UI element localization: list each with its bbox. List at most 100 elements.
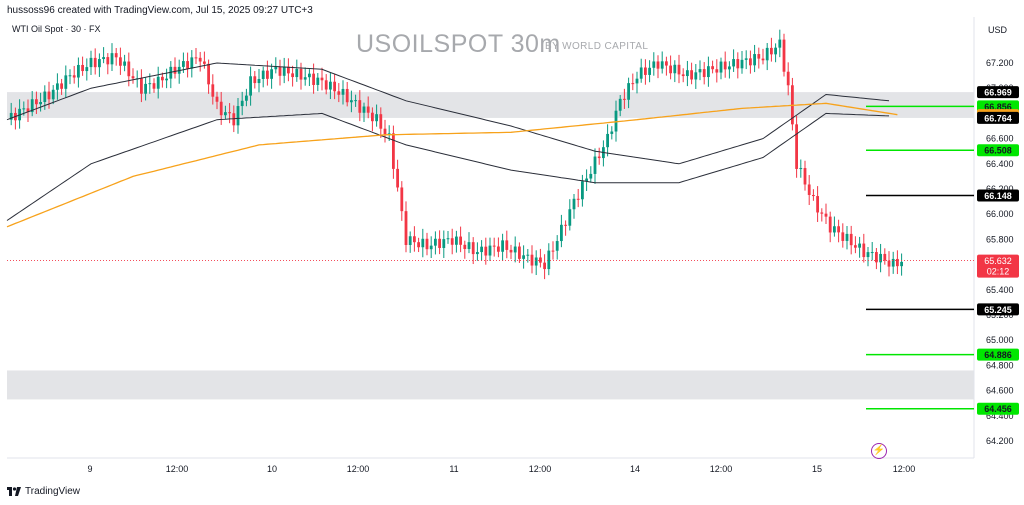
level-price-tag: 66.508 (977, 144, 1019, 157)
candle (652, 52, 656, 76)
candle (723, 51, 727, 78)
candle (471, 237, 475, 265)
candle (463, 240, 467, 259)
candle (173, 57, 177, 79)
y-tick-label: 65.800 (986, 234, 1014, 244)
candle (686, 60, 689, 87)
candle (740, 50, 744, 74)
candle (492, 237, 496, 257)
moving-average-line (6, 102, 898, 228)
candle (312, 63, 315, 94)
candle (60, 78, 63, 95)
candle (526, 248, 530, 263)
candle (152, 78, 156, 93)
candle (753, 44, 756, 73)
y-tick-label: 66.400 (986, 159, 1014, 169)
candle (476, 242, 479, 261)
candle (123, 54, 126, 72)
candle (9, 102, 13, 126)
candle (585, 169, 588, 192)
level-price-tag: 66.148 (977, 189, 1019, 202)
candle (631, 73, 635, 91)
candle (194, 47, 198, 64)
candle (93, 48, 97, 75)
candle (681, 68, 685, 83)
candle (72, 65, 76, 84)
candle (488, 237, 492, 262)
candle (513, 236, 517, 263)
candle (429, 236, 433, 259)
level-price-tag: 64.886 (977, 348, 1019, 361)
candle (887, 251, 891, 277)
candle (467, 232, 471, 254)
candle (320, 67, 324, 91)
candle (791, 77, 794, 131)
candle (606, 124, 609, 157)
candle (786, 62, 790, 96)
candle (568, 199, 572, 231)
candle (81, 56, 84, 76)
candle (560, 214, 563, 248)
candle (744, 50, 748, 70)
candle (673, 60, 677, 83)
price-zone-1 (7, 370, 974, 400)
candle (257, 68, 261, 93)
candle (169, 61, 173, 89)
y-tick-label: 66.600 (986, 134, 1014, 144)
level-price-label: 66.764 (984, 113, 1012, 123)
y-tick-label: 64.400 (986, 411, 1014, 421)
candle (417, 237, 420, 253)
candle (837, 219, 840, 243)
candle (497, 237, 500, 258)
candle (795, 115, 798, 178)
candle (140, 69, 143, 103)
candle (350, 90, 353, 113)
candle (669, 55, 672, 80)
candle (459, 226, 462, 253)
lightning-bolt-icon[interactable]: ⚡ (871, 443, 887, 459)
candle (618, 94, 622, 117)
symbol-legend[interactable]: WTI Oil Spot · 30 · FX (12, 24, 101, 34)
candle (341, 80, 345, 105)
candle (555, 235, 559, 260)
candle (190, 50, 194, 78)
plot-area (9, 29, 903, 280)
candle (450, 228, 454, 255)
candle (602, 140, 605, 167)
candle (749, 50, 752, 74)
candle (438, 230, 441, 255)
candle (249, 66, 252, 106)
candle (845, 226, 849, 250)
candle (644, 59, 647, 85)
upper-band-line (6, 62, 890, 165)
candle (85, 58, 89, 81)
y-tick-label: 64.600 (986, 386, 1014, 396)
candle (106, 53, 110, 75)
candle (539, 248, 542, 268)
tradingview-brand[interactable]: TradingView (7, 486, 80, 497)
candle (110, 43, 114, 72)
candle (572, 193, 576, 219)
bar-countdown-label: 02:12 (987, 267, 1010, 277)
candle (165, 68, 168, 89)
candle (635, 71, 639, 94)
candle (883, 248, 887, 265)
candle (64, 65, 68, 98)
candle (198, 51, 202, 72)
candle (896, 250, 899, 275)
candle (862, 233, 866, 263)
y-tick-label: 64.200 (986, 436, 1014, 446)
candle (371, 107, 374, 132)
candle (518, 242, 521, 263)
level-price-label: 65.245 (984, 305, 1012, 315)
candle (274, 57, 278, 74)
currency-label[interactable]: USD (988, 25, 1008, 35)
candle (186, 52, 189, 78)
candle (770, 37, 773, 62)
level-price-label: 64.886 (984, 350, 1012, 360)
candle (627, 77, 630, 109)
candle (589, 166, 593, 183)
candle (702, 62, 706, 85)
candle (261, 66, 265, 88)
